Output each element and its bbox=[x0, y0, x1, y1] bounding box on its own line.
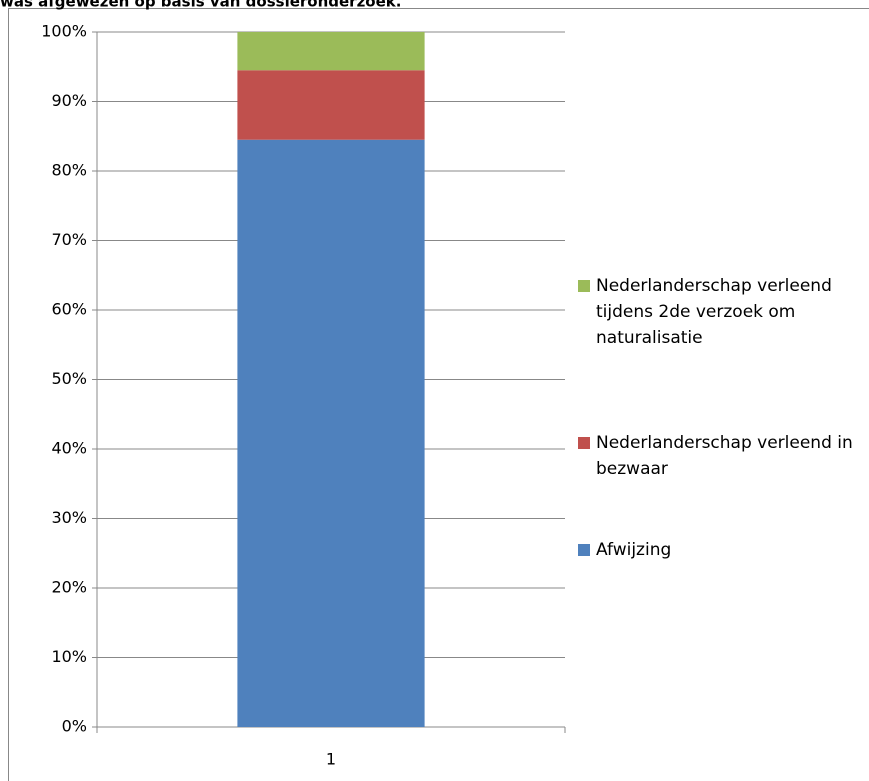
chart-title: was afgewezen op basis van dossieronderz… bbox=[0, 0, 401, 11]
y-tick-label: 10% bbox=[51, 647, 87, 666]
y-tick-label: 90% bbox=[51, 91, 87, 110]
y-tick-label: 70% bbox=[51, 230, 87, 249]
legend-label: Nederlanderschap verleend in bezwaar bbox=[596, 433, 853, 479]
x-tick-label: 1 bbox=[326, 750, 336, 769]
bar-segment bbox=[237, 139, 425, 728]
y-tick-label: 40% bbox=[51, 439, 87, 458]
legend-item: Afwijzing bbox=[578, 537, 869, 563]
y-tick-label: 100% bbox=[41, 22, 87, 41]
legend-item: Nederlanderschap verleend tijdens 2de ve… bbox=[578, 273, 869, 351]
y-tick-label: 0% bbox=[62, 717, 87, 736]
legend-label: Nederlanderschap verleend tijdens 2de ve… bbox=[596, 276, 832, 348]
legend-label: Afwijzing bbox=[596, 540, 672, 560]
y-tick-label: 20% bbox=[51, 578, 87, 597]
legend-item: Nederlanderschap verleend in bezwaar bbox=[578, 430, 869, 482]
legend-swatch bbox=[578, 544, 590, 556]
y-tick-label: 60% bbox=[51, 300, 87, 319]
y-tick-label: 30% bbox=[51, 508, 87, 527]
legend-swatch bbox=[578, 280, 590, 292]
bar-segment bbox=[237, 32, 425, 71]
bar-segment bbox=[237, 70, 425, 140]
legend-swatch bbox=[578, 437, 590, 449]
y-tick-label: 50% bbox=[51, 369, 87, 388]
y-tick-label: 80% bbox=[51, 161, 87, 180]
